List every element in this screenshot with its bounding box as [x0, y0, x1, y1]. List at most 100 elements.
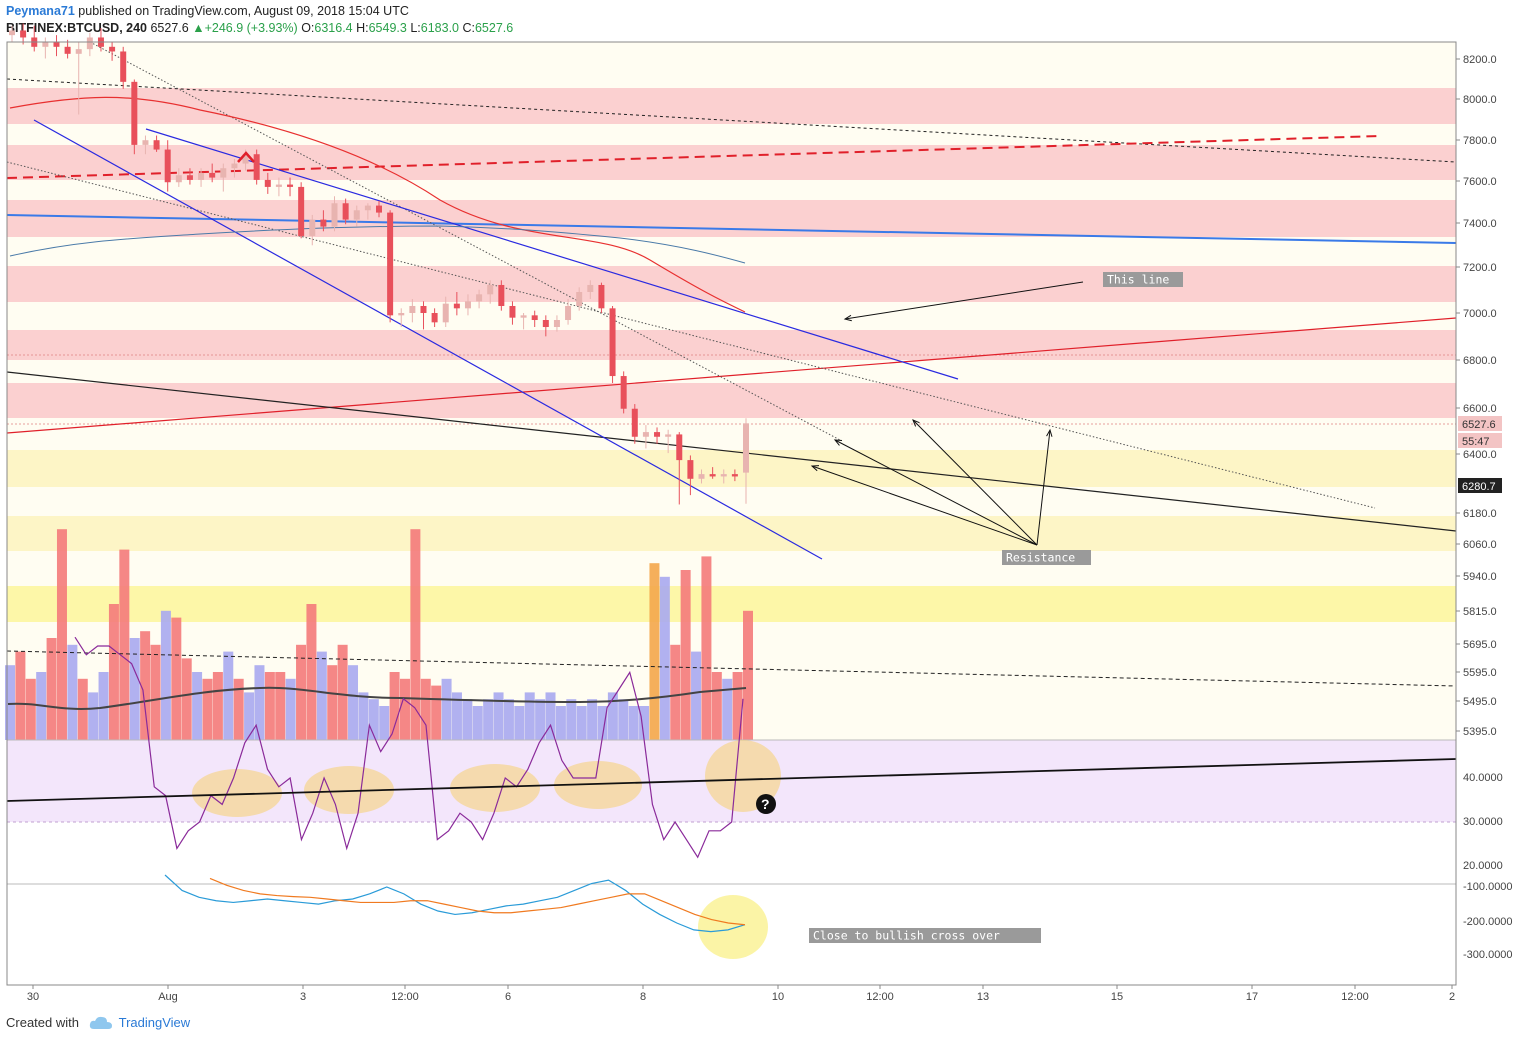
- volume-bar: [15, 651, 26, 740]
- candle-body: [520, 315, 527, 318]
- author-name[interactable]: Peymana71: [6, 4, 75, 18]
- y-tick-label: 7600.0: [1463, 176, 1497, 188]
- volume-bar: [451, 692, 462, 740]
- close-value: 6527.6: [474, 21, 514, 35]
- candle-body: [442, 303, 449, 323]
- x-tick-label: 8: [640, 991, 646, 1003]
- high-value: 6549.3: [368, 21, 407, 35]
- candle-body: [220, 168, 227, 178]
- rsi-highlight: [304, 766, 394, 814]
- open-value: 6316.4: [314, 21, 353, 35]
- volume-bar: [472, 706, 483, 740]
- candle-body: [420, 305, 427, 313]
- volume-bar: [379, 706, 390, 740]
- open-label: O:: [301, 21, 315, 35]
- macd-axis-label: -200.0000: [1463, 916, 1513, 928]
- candle-body: [42, 42, 49, 47]
- candle-body: [709, 474, 716, 477]
- arrow-head: [912, 419, 920, 427]
- macd-line: [164, 874, 746, 933]
- volume-bar: [233, 678, 244, 740]
- candle-body: [164, 149, 171, 183]
- candle-body: [498, 284, 505, 306]
- rsi-axis-label: 40.0000: [1463, 772, 1503, 784]
- candle-body: [153, 140, 160, 150]
- footer: Created with TradingView: [6, 1015, 190, 1030]
- volume-bar: [441, 678, 452, 740]
- symbol-legend: BITFINEX:BTCUSD, 240 6527.6 ▲+246.9 (+3.…: [6, 20, 1506, 37]
- candle-body: [387, 212, 394, 316]
- trendline-dotted: [6, 161, 1376, 509]
- y-tick-label: 8200.0: [1463, 54, 1497, 66]
- volume-bar: [732, 672, 743, 740]
- y-tick-label: 7200.0: [1463, 262, 1497, 274]
- volume-bar: [493, 692, 504, 740]
- volume-average: [7, 686, 747, 710]
- caret-marker: [237, 151, 255, 163]
- arrow-head: [843, 314, 852, 322]
- volume-bar: [431, 685, 442, 740]
- volume-bar: [119, 549, 130, 740]
- candle-body: [576, 291, 583, 306]
- volume-bar: [722, 678, 733, 740]
- y-tick-label: 5595.0: [1463, 667, 1497, 679]
- candle-body: [275, 184, 282, 187]
- candle-body: [654, 432, 661, 437]
- volume-bar: [275, 672, 286, 740]
- candle-body: [609, 308, 616, 377]
- support-zone: [7, 516, 1456, 551]
- candle-body: [598, 284, 605, 309]
- annotation-bullish-cross: Close to bullish cross over: [813, 929, 1000, 943]
- y-tick-label: 6400.0: [1463, 449, 1497, 461]
- candle-body: [431, 313, 438, 323]
- price-label-box: [1458, 433, 1502, 448]
- tradingview-brand[interactable]: TradingView: [118, 1015, 191, 1030]
- rsi-highlight: [192, 769, 282, 817]
- x-tick-label: 2: [1449, 991, 1455, 1003]
- price-label: 6280.7: [1462, 481, 1496, 493]
- volume-bar: [264, 672, 275, 740]
- close-label: C:: [462, 21, 475, 35]
- candle-body: [720, 474, 727, 477]
- candle-body: [665, 434, 672, 437]
- price-label-box: [1458, 478, 1502, 493]
- rsi-trendline: [6, 758, 1457, 802]
- resistance-zone: [7, 88, 1456, 124]
- trendline-dashed-lower: [6, 650, 1457, 687]
- candle-body: [542, 320, 549, 328]
- annotation-resistance-box: [1002, 550, 1091, 565]
- candle-body: [53, 42, 60, 47]
- question-mark: ?: [761, 796, 770, 812]
- candle-body: [209, 172, 216, 178]
- candle-body: [142, 140, 149, 145]
- trendline-blue: [6, 214, 1457, 244]
- candle-body: [264, 179, 271, 187]
- annotation-arrow: [811, 465, 1038, 546]
- y-tick-label: 6600.0: [1463, 403, 1497, 415]
- y-tick-label: 8000.0: [1463, 94, 1497, 106]
- question-icon: [756, 794, 776, 814]
- volume-bar: [202, 678, 213, 740]
- price-label-box: [1458, 416, 1502, 431]
- published-text: published on TradingView.com,: [78, 4, 252, 18]
- x-tick-label: 17: [1246, 991, 1258, 1003]
- price-change: +246.9 (+3.93%): [204, 21, 298, 35]
- candle-body: [487, 284, 494, 295]
- volume-bar: [160, 610, 171, 740]
- volume-bar: [555, 706, 566, 740]
- candle-body: [687, 460, 694, 479]
- candle-body: [75, 49, 82, 54]
- trendline-red: [6, 317, 1457, 434]
- candle-body: [398, 313, 405, 316]
- created-with-text: Created with: [6, 1015, 79, 1030]
- candle-body: [253, 154, 260, 180]
- annotation-resistance: Resistance: [1006, 551, 1075, 565]
- volume-bar: [181, 658, 192, 740]
- y-tick-label: 7800.0: [1463, 135, 1497, 147]
- price-chart[interactable]: This line Resistance Close to bullish cros…: [0, 0, 1525, 1010]
- x-tick-label: Aug: [158, 991, 178, 1003]
- trendline-dashed: [6, 78, 1457, 163]
- volume-bar: [108, 604, 119, 740]
- volume-bar: [587, 699, 598, 740]
- volume-bar: [659, 576, 670, 740]
